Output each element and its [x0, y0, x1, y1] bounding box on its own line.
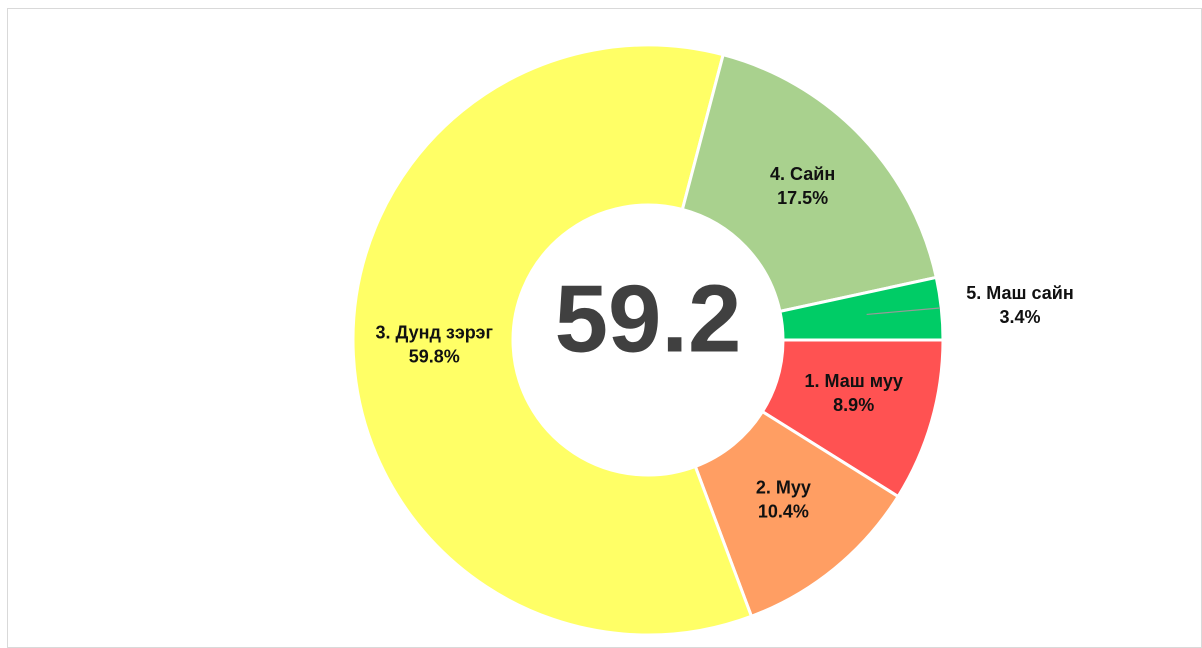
value-label: 17.5%	[777, 188, 828, 208]
slice-label: 1. Маш муу	[805, 371, 903, 391]
value-label: 59.8%	[409, 347, 460, 367]
slice	[778, 275, 945, 342]
value-label: 8.9%	[833, 395, 874, 415]
slice-label: 4. Сайн	[770, 164, 835, 184]
center-label: 59.2	[555, 265, 742, 372]
value-label: 10.4%	[758, 501, 809, 521]
slice-label: 2. Муу	[756, 477, 811, 497]
value-label: 3.4%	[999, 307, 1040, 327]
slice-label: 3. Дунд зэрэг	[376, 323, 494, 343]
slice	[680, 52, 939, 314]
slice	[351, 43, 754, 637]
slice-label: 5. Маш сайн	[966, 283, 1073, 303]
leader-line	[866, 307, 941, 316]
